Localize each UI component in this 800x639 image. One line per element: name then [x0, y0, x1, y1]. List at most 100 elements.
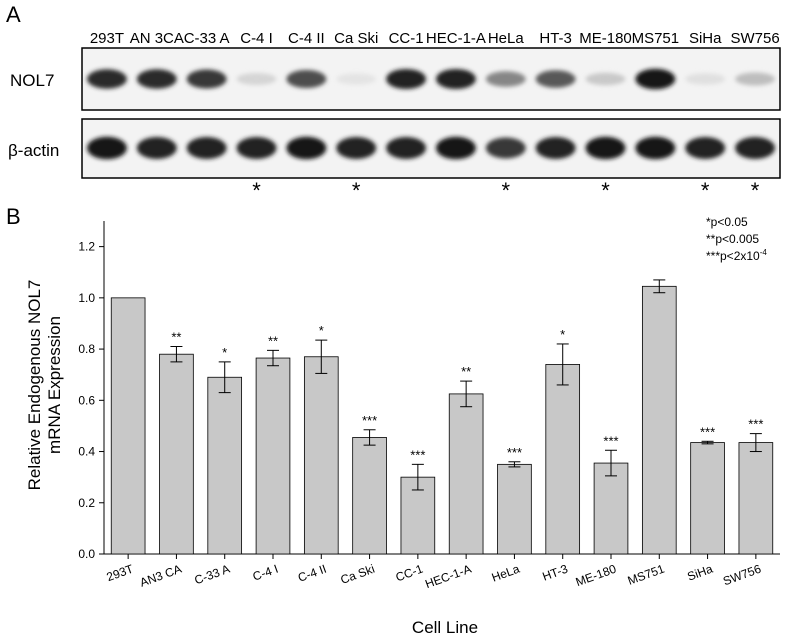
blot-band: [236, 73, 277, 85]
significance-label: ***: [507, 445, 522, 460]
significance-label: ***: [410, 447, 425, 462]
y-axis-label-line2: mRNA Expression: [45, 316, 64, 454]
significance-label: *: [560, 327, 565, 342]
bar: [448, 393, 484, 555]
x-tick-label: SW756: [721, 562, 763, 589]
lane-labels: 293T AN 3CA C-33 A C-4 I C-4 II Ca Ski CC-1 HEC…: [90, 30, 780, 47]
blot-star: *: [601, 178, 610, 203]
blot-lane-label: C-33 A: [184, 30, 230, 47]
panel-label-b: B: [6, 204, 21, 229]
y-tick-label: 1.2: [78, 240, 95, 254]
bar: [352, 437, 387, 555]
bar: [159, 353, 194, 555]
bar-chart: 0.00.20.40.60.81.01.2 ******************…: [25, 215, 780, 637]
blot-lane-label: HeLa: [488, 30, 525, 47]
y-axis-label-line1: Relative Endogenous NOL7: [25, 280, 44, 491]
blot-band: [535, 137, 576, 159]
blot-lane-label: Ca Ski: [334, 30, 378, 47]
bar: [110, 297, 146, 555]
blot-star: *: [502, 178, 511, 203]
blot-band: [86, 136, 127, 160]
blot-band: [186, 69, 227, 89]
blot-row-label-nol7: NOL7: [10, 71, 54, 90]
blot-band: [136, 69, 177, 89]
x-tick-label: C-33 A: [192, 562, 231, 588]
bar: [545, 364, 581, 555]
x-tick-label: HeLa: [490, 562, 522, 585]
y-tick-label: 1.0: [78, 291, 95, 305]
y-tick-label: 0.6: [78, 393, 95, 407]
y-tick-label: 0.8: [78, 342, 95, 356]
blot-star: *: [352, 178, 361, 203]
significance-label: ***: [748, 417, 763, 432]
actin-bands: [86, 136, 776, 160]
bar: [207, 376, 243, 555]
blot-band: [635, 68, 676, 90]
blot-band: [735, 137, 776, 159]
blot-lane-label: SiHa: [689, 30, 722, 47]
nol7-bands: [86, 68, 776, 90]
blot-significance-stars: * * * * * *: [252, 178, 760, 203]
blot-band: [435, 136, 476, 160]
blot-band: [336, 73, 377, 85]
western-blot: 293T AN 3CA C-33 A C-4 I C-4 II Ca Ski CC-1 HEC…: [8, 30, 781, 203]
blot-lane-label: C-4 I: [240, 30, 273, 47]
blot-band: [286, 136, 327, 160]
blot-band: [735, 72, 776, 86]
y-tick-label: 0.0: [78, 547, 95, 561]
bars: ***************************: [110, 279, 774, 555]
legend-item-1: *p<0.05: [706, 215, 748, 229]
blot-band: [685, 137, 726, 159]
y-tick-label: 0.4: [78, 445, 95, 459]
significance-label: *: [222, 345, 227, 360]
blot-band: [585, 72, 626, 86]
significance-label: **: [461, 364, 471, 379]
blot-band: [485, 137, 526, 159]
blot-band: [435, 69, 476, 89]
significance-label: *: [319, 323, 324, 338]
bar: [255, 357, 291, 555]
blot-lane-label: SW756: [730, 30, 779, 47]
blot-lane-label: MS751: [632, 30, 680, 47]
blot-lane-label: C-4 II: [288, 30, 325, 47]
significance-label: **: [171, 330, 181, 345]
x-tick-label: C-4 II: [296, 562, 328, 585]
x-tick-labels: 293T AN3 CA C-33 A C-4 I C-4 II Ca Ski CC-1HEC…: [105, 561, 764, 591]
blot-row-label-actin: β-actin: [8, 141, 59, 160]
blot-lane-label: ME-180: [579, 30, 632, 47]
blot-band: [186, 137, 227, 159]
blot-band: [286, 70, 327, 88]
x-tick-label: C-4 I: [251, 562, 280, 584]
blot-lane-label: 293T: [90, 30, 124, 47]
bar: [303, 356, 339, 555]
blot-band: [685, 73, 726, 85]
blot-band: [485, 71, 526, 87]
legend-item-3: ***p<2x10-4: [706, 248, 767, 263]
significance-label: ***: [362, 413, 377, 428]
bar: [593, 462, 629, 555]
x-axis-label: Cell Line: [412, 618, 478, 637]
chart-axes: [99, 221, 780, 559]
bar: [690, 442, 725, 555]
blot-star: *: [701, 178, 710, 203]
legend-item-3-exponent: -4: [760, 248, 768, 257]
blot-lane-label: HEC-1-A: [426, 30, 486, 47]
x-tick-label: SiHa: [685, 562, 715, 584]
blot-band: [585, 136, 626, 160]
blot-star: *: [252, 178, 261, 203]
x-tick-label: AN3 CA: [138, 562, 184, 590]
bar: [641, 285, 677, 555]
x-tick-label: HEC-1-A: [423, 562, 473, 592]
x-tick-label: ME-180: [574, 562, 619, 590]
bar: [497, 463, 532, 555]
legend-item-3-text: ***p<2x10: [706, 249, 760, 263]
x-tick-label: MS751: [626, 562, 667, 588]
bar: [738, 442, 774, 555]
blot-band: [535, 70, 576, 88]
blot-band: [635, 136, 676, 160]
blot-band: [336, 137, 377, 159]
legend-item-2: **p<0.005: [706, 232, 759, 246]
panel-label-a: A: [6, 2, 21, 27]
legend: *p<0.05 **p<0.005 ***p<2x10-4: [706, 215, 767, 263]
y-tick-label: 0.2: [78, 496, 95, 510]
